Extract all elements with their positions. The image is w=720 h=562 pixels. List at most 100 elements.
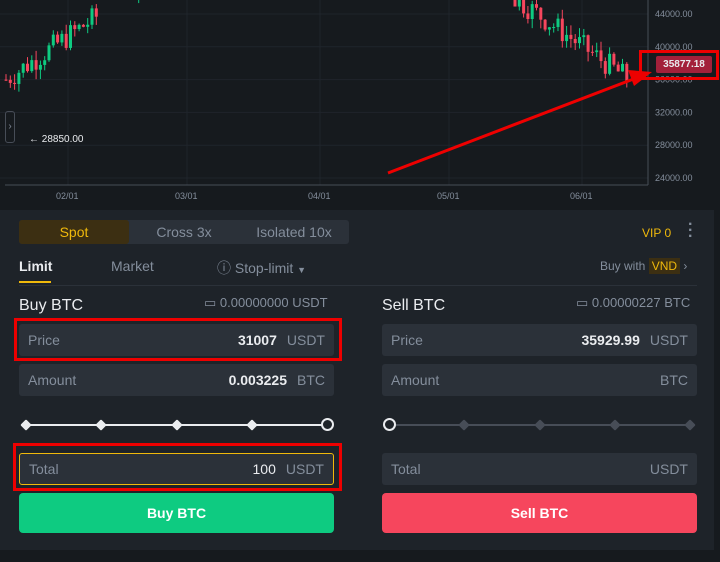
candle	[60, 33, 64, 43]
slider-handle[interactable]	[383, 418, 396, 431]
tab-stop-limit[interactable]: ⓘ Stop-limit ▼	[217, 258, 306, 278]
x-tick-label: 03/01	[175, 191, 198, 201]
total-label: Total	[29, 461, 59, 477]
sell-balance: ▭ 0.00000227 BTC	[576, 295, 690, 311]
candle	[616, 64, 620, 72]
price-label: Price	[391, 332, 423, 348]
chart-collapse-toggle[interactable]: ›	[5, 111, 15, 143]
x-tick-label: 06/01	[570, 191, 593, 201]
candle	[565, 34, 569, 42]
buy-with-label: Buy with	[600, 259, 646, 273]
tab-isolated[interactable]: Isolated 10x	[256, 224, 332, 240]
sell-total-input[interactable]: Total USDT	[382, 453, 697, 485]
candle	[73, 25, 77, 30]
total-value: 100	[252, 461, 276, 477]
tab-cross[interactable]: Cross 3x	[156, 224, 212, 240]
low-price-label: 28850.00	[41, 134, 84, 145]
candle	[569, 34, 573, 39]
candle	[56, 34, 60, 43]
candle	[34, 60, 38, 70]
tab-limit[interactable]: Limit	[19, 258, 53, 274]
unit: USDT	[649, 461, 688, 477]
buy-amount-input[interactable]: Amount 0.003225 BTC	[19, 364, 334, 396]
y-tick-label: 40000.00	[655, 42, 693, 52]
sell-btc-button[interactable]: Sell BTC	[382, 493, 697, 533]
candle	[38, 64, 42, 70]
candle	[26, 63, 29, 72]
divider	[19, 285, 697, 286]
y-tick-label: 28000.00	[655, 140, 693, 150]
candle	[51, 34, 55, 46]
margin-mode-tabs: Spot Cross 3x Isolated 10x	[19, 220, 349, 244]
sell-amount-input[interactable]: Amount BTC	[382, 364, 697, 396]
active-tab-indicator	[19, 281, 51, 283]
buy-balance: ▭ 0.00000000 USDT	[204, 295, 328, 311]
candle	[621, 63, 624, 72]
tab-spot[interactable]: Spot	[19, 220, 129, 244]
candle	[90, 8, 94, 25]
candle	[517, 0, 521, 7]
candle	[560, 18, 564, 42]
y-tick-label: 24000.00	[655, 173, 693, 183]
candle	[47, 45, 51, 61]
candle	[94, 8, 98, 17]
buy-title: Buy BTC	[19, 297, 84, 314]
currency-badge: VND	[648, 258, 681, 274]
candle	[556, 18, 560, 28]
info-icon: ⓘ	[217, 260, 231, 276]
unit: USDT	[285, 461, 324, 477]
candle	[4, 79, 8, 81]
y-tick-label: 32000.00	[655, 107, 693, 117]
x-tick-label: 04/01	[308, 191, 331, 201]
price-label: Price	[28, 332, 60, 348]
buy-balance-value: 0.00000000 USDT	[219, 295, 328, 310]
candle	[595, 50, 599, 53]
candle	[30, 60, 34, 72]
candle	[69, 25, 72, 48]
buy-percent-slider[interactable]	[20, 418, 334, 431]
stop-limit-label: Stop-limit	[234, 260, 294, 276]
candle	[535, 4, 538, 8]
more-options-icon[interactable]: · · ·	[688, 216, 694, 245]
candle	[547, 27, 551, 30]
x-tick-label: 05/01	[437, 191, 460, 201]
amount-label: Amount	[391, 372, 440, 388]
buy-btc-button[interactable]: Buy BTC	[19, 493, 334, 533]
candle	[612, 53, 616, 65]
candle	[13, 82, 17, 84]
sell-price-input[interactable]: Price 35929.99 USDT	[382, 324, 697, 356]
buy-price-input[interactable]: Price 31007 USDT	[19, 324, 334, 356]
annotation-arrow	[387, 70, 652, 175]
candle	[21, 63, 25, 73]
buy-with-link[interactable]: Buy with VND ›	[600, 258, 687, 274]
candle	[513, 0, 517, 7]
candle	[86, 24, 90, 27]
candle	[625, 63, 629, 82]
buy-total-input[interactable]: Total 100 USDT	[19, 453, 334, 485]
candle	[8, 79, 12, 83]
sell-balance-value: 0.00000227 BTC	[591, 295, 691, 310]
vip-badge[interactable]: VIP 0	[642, 226, 672, 240]
candle	[539, 7, 543, 20]
candle	[586, 35, 590, 52]
sell-percent-slider[interactable]	[383, 418, 696, 431]
candle	[603, 61, 607, 74]
candle	[573, 38, 577, 44]
candle	[578, 37, 581, 44]
candle	[582, 35, 586, 38]
price-value: 35929.99	[581, 332, 640, 348]
candlestick-chart[interactable]: 44000.0040000.0036000.0032000.0028000.00…	[0, 0, 720, 205]
candle	[81, 24, 85, 27]
low-price-marker: ← 28850.00	[29, 134, 84, 145]
candle	[77, 24, 81, 30]
slider-handle[interactable]	[321, 418, 334, 431]
tab-market[interactable]: Market	[111, 258, 154, 274]
amount-label: Amount	[28, 372, 77, 388]
y-tick-label: 44000.00	[655, 9, 693, 19]
price-value: 31007	[237, 332, 277, 348]
wallet-icon: ▭	[576, 295, 589, 310]
candle	[608, 53, 612, 74]
candle	[43, 60, 47, 65]
caret-down-icon: ▼	[297, 265, 307, 275]
current-price-tag: 35877.18	[656, 56, 712, 73]
